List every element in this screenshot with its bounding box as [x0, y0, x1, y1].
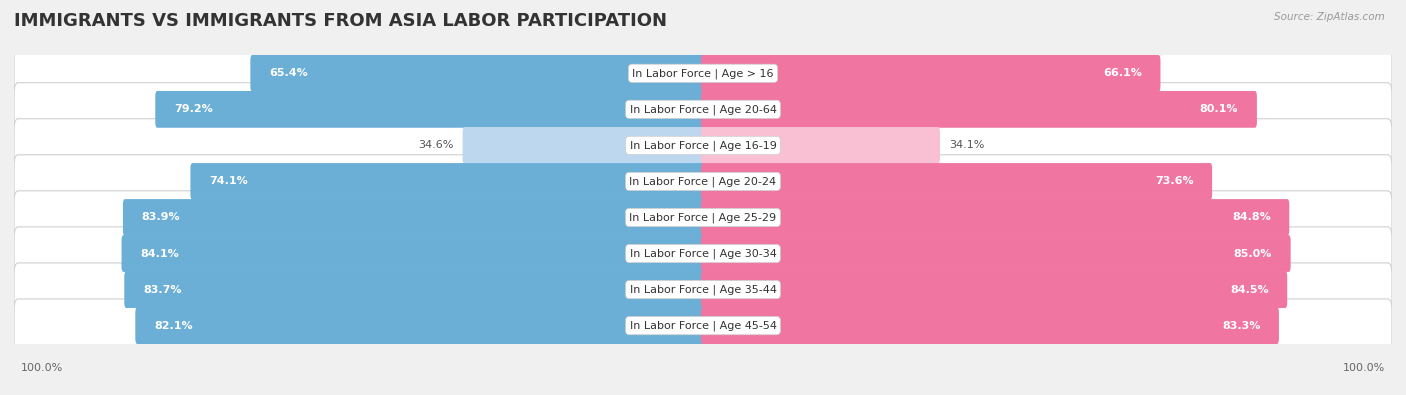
FancyBboxPatch shape [14, 83, 1392, 136]
FancyBboxPatch shape [190, 163, 704, 200]
Text: 100.0%: 100.0% [21, 363, 63, 374]
FancyBboxPatch shape [14, 155, 1392, 208]
Text: 34.1%: 34.1% [949, 140, 984, 150]
FancyBboxPatch shape [14, 299, 1392, 352]
FancyBboxPatch shape [702, 163, 1212, 200]
Text: 82.1%: 82.1% [153, 321, 193, 331]
Text: In Labor Force | Age > 16: In Labor Force | Age > 16 [633, 68, 773, 79]
Text: In Labor Force | Age 35-44: In Labor Force | Age 35-44 [630, 284, 776, 295]
Text: In Labor Force | Age 20-24: In Labor Force | Age 20-24 [630, 176, 776, 187]
FancyBboxPatch shape [14, 47, 1392, 100]
FancyBboxPatch shape [702, 235, 1291, 272]
Text: 84.5%: 84.5% [1230, 284, 1268, 295]
Text: 83.7%: 83.7% [143, 284, 181, 295]
Text: Source: ZipAtlas.com: Source: ZipAtlas.com [1274, 12, 1385, 22]
Text: 66.1%: 66.1% [1102, 68, 1142, 78]
Text: In Labor Force | Age 20-64: In Labor Force | Age 20-64 [630, 104, 776, 115]
FancyBboxPatch shape [14, 191, 1392, 244]
FancyBboxPatch shape [702, 127, 941, 164]
FancyBboxPatch shape [14, 227, 1392, 280]
FancyBboxPatch shape [702, 91, 1257, 128]
FancyBboxPatch shape [124, 271, 704, 308]
Text: 34.6%: 34.6% [418, 140, 454, 150]
Text: 83.9%: 83.9% [142, 213, 180, 222]
Text: 79.2%: 79.2% [174, 104, 212, 115]
FancyBboxPatch shape [14, 119, 1392, 172]
Text: 85.0%: 85.0% [1233, 248, 1272, 259]
Text: In Labor Force | Age 25-29: In Labor Force | Age 25-29 [630, 212, 776, 223]
FancyBboxPatch shape [702, 271, 1288, 308]
FancyBboxPatch shape [250, 55, 704, 92]
FancyBboxPatch shape [121, 235, 704, 272]
Text: 84.8%: 84.8% [1232, 213, 1271, 222]
Text: 74.1%: 74.1% [209, 177, 247, 186]
FancyBboxPatch shape [702, 307, 1279, 344]
FancyBboxPatch shape [702, 55, 1160, 92]
Text: In Labor Force | Age 45-54: In Labor Force | Age 45-54 [630, 320, 776, 331]
FancyBboxPatch shape [155, 91, 704, 128]
Text: 73.6%: 73.6% [1154, 177, 1194, 186]
Text: In Labor Force | Age 30-34: In Labor Force | Age 30-34 [630, 248, 776, 259]
FancyBboxPatch shape [14, 263, 1392, 316]
Text: 100.0%: 100.0% [1343, 363, 1385, 374]
FancyBboxPatch shape [122, 199, 704, 236]
Text: 83.3%: 83.3% [1222, 321, 1260, 331]
FancyBboxPatch shape [135, 307, 704, 344]
FancyBboxPatch shape [702, 199, 1289, 236]
Text: 65.4%: 65.4% [269, 68, 308, 78]
Text: 84.1%: 84.1% [141, 248, 179, 259]
Text: IMMIGRANTS VS IMMIGRANTS FROM ASIA LABOR PARTICIPATION: IMMIGRANTS VS IMMIGRANTS FROM ASIA LABOR… [14, 12, 666, 30]
FancyBboxPatch shape [463, 127, 704, 164]
Text: In Labor Force | Age 16-19: In Labor Force | Age 16-19 [630, 140, 776, 150]
Text: 80.1%: 80.1% [1199, 104, 1239, 115]
